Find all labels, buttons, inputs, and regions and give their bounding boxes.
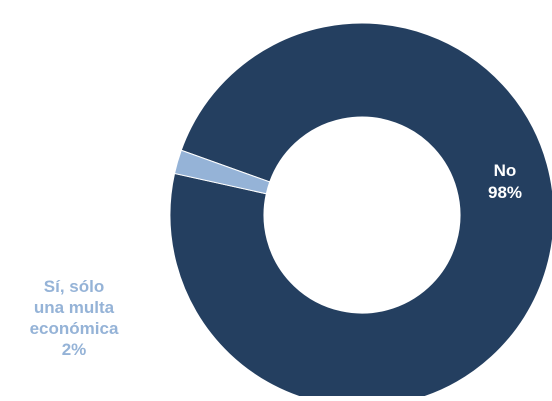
slice-label-si-multa-line-3: económica: [30, 319, 119, 338]
donut-slice-no: [169, 22, 552, 401]
slice-label-si-multa-line-2: una multa: [34, 298, 115, 317]
slice-label-si-multa-line-1: Sí, sólo: [44, 277, 104, 296]
slice-label-no: No: [494, 161, 517, 180]
slice-value-si-multa: 2%: [62, 340, 87, 359]
donut-slice-si-multa: [173, 149, 271, 195]
slice-value-no: 98%: [488, 183, 522, 202]
